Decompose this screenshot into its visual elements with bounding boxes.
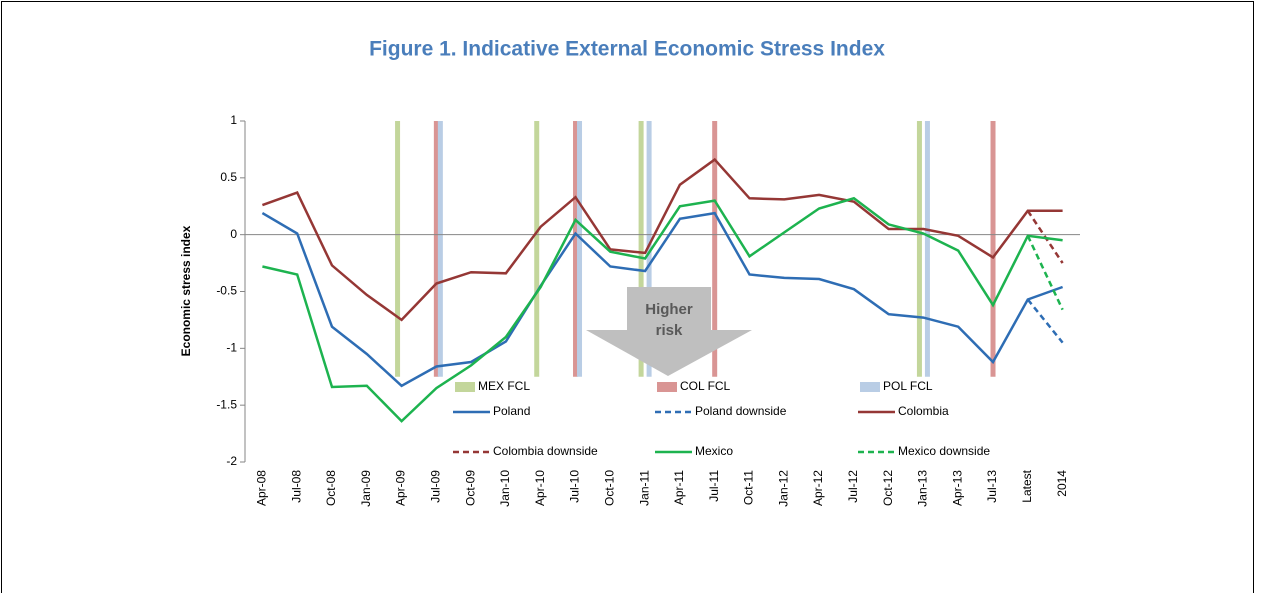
legend-swatch (657, 382, 677, 392)
fcl-bar (395, 121, 401, 377)
legend-swatch (860, 382, 880, 392)
x-tick-label: Oct-10 (602, 470, 616, 506)
fcl-bar (433, 121, 439, 377)
chart-title: Figure 1. Indicative External Economic S… (369, 38, 885, 61)
fcl-bar (638, 121, 644, 377)
legend-label: MEX FCL (478, 379, 530, 393)
x-tick-label: Apr-11 (672, 470, 686, 505)
fcl-bar (712, 121, 718, 377)
series-line (261, 211, 1064, 388)
y-tick-label: -1.5 (216, 397, 237, 411)
x-tick-label: Oct-11 (742, 470, 756, 505)
fcl-bar (990, 121, 996, 377)
series-line (262, 196, 1063, 423)
x-tick-label: Jan-11 (637, 470, 651, 506)
series-line (1026, 235, 1064, 311)
risk-arrow (586, 287, 752, 376)
x-tick-label: Jul-08 (289, 470, 303, 503)
x-tick-label: Latest (1020, 469, 1034, 502)
y-tick-label: 1 (230, 113, 237, 127)
fcl-bar (437, 121, 443, 377)
legend-label: Poland (493, 404, 530, 418)
series-line (1026, 298, 1064, 344)
x-tick-label: Jul-12 (846, 470, 860, 503)
x-tick-label: Apr-09 (394, 470, 408, 506)
x-tick-label: Jan-12 (776, 470, 790, 507)
x-tick-label: Jul-13 (985, 470, 999, 503)
fcl-bar (573, 121, 579, 377)
fcl-bar (646, 121, 652, 377)
x-tick-label: Apr-12 (811, 470, 825, 506)
x-tick-label: Apr-13 (950, 470, 964, 506)
fcl-bar (916, 121, 922, 377)
x-tick-label: Apr-10 (533, 470, 547, 506)
x-tick-label: Jan-13 (916, 470, 930, 507)
y-tick-label: -1 (226, 341, 237, 355)
x-tick-label: Apr-08 (255, 470, 269, 506)
legend-label: Colombia downside (493, 444, 598, 458)
fcl-bar (924, 121, 930, 377)
series-line (261, 157, 1063, 322)
x-tick-label: Jul-11 (707, 470, 721, 502)
y-tick-label: 0 (230, 227, 237, 241)
x-tick-label: Jul-09 (429, 470, 443, 503)
legend-label: Mexico downside (898, 444, 990, 458)
legend-label: COL FCL (680, 379, 731, 393)
x-tick-label: 2014 (1055, 470, 1069, 497)
x-tick-label: Jul-10 (568, 470, 582, 503)
y-tick-label: -0.5 (216, 284, 237, 298)
legend-label: Poland downside (695, 404, 787, 418)
x-tick-label: Oct-09 (463, 470, 477, 506)
x-tick-label: Jan-10 (498, 470, 512, 507)
legend-label: Colombia (898, 404, 949, 418)
y-tick-label: -2 (226, 454, 237, 468)
x-tick-label: Jan-09 (359, 470, 373, 507)
y-axis-label: Economic stress index (179, 225, 193, 356)
x-tick-label: Oct-12 (881, 470, 895, 506)
legend-swatch (455, 382, 475, 392)
legend-label: POL FCL (883, 379, 933, 393)
fcl-bar (534, 121, 540, 377)
legend-label: Mexico (695, 444, 733, 458)
y-tick-label: 0.5 (220, 170, 237, 184)
annotation: risk (656, 322, 683, 339)
annotation: Higher (645, 301, 693, 318)
fcl-bar (577, 121, 583, 377)
x-tick-label: Oct-08 (324, 470, 338, 506)
